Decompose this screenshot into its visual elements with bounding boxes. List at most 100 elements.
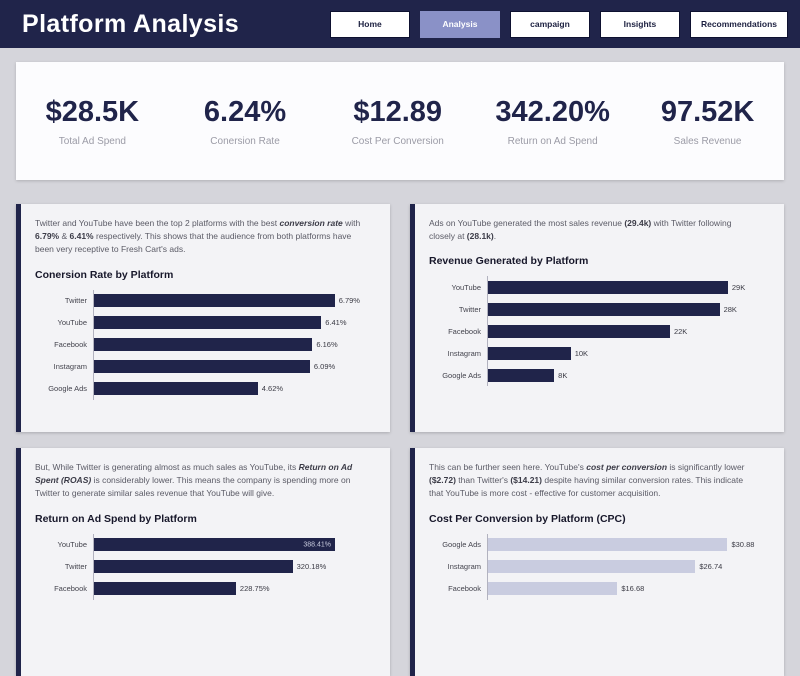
kpi-label: Sales Revenue — [673, 135, 742, 147]
bar-row: Facebook $16.68 — [429, 577, 770, 600]
revenue-bar-chart: YouTube 29K Twitter 28K Facebook 22K Instagram… — [429, 276, 770, 387]
value-label: 28K — [723, 304, 737, 314]
bar-track: 320.18% — [93, 555, 376, 578]
bar — [94, 360, 310, 374]
nav-button-insights[interactable]: Insights — [599, 10, 680, 38]
chart-title: Conersion Rate by Platform — [35, 268, 174, 281]
insight-text: But, While Twitter is generating almost … — [35, 461, 362, 501]
value-label: 388.41% — [303, 541, 331, 549]
bar-track: 6.41% — [93, 311, 376, 334]
text-segment: This can be further seen here. YouTube's — [429, 462, 587, 472]
text-segment: Twitter and YouTube have been the top 2 … — [35, 218, 280, 228]
bar — [488, 538, 728, 552]
value-label: 6.41% — [325, 318, 347, 328]
bar-track: 6.09% — [93, 355, 376, 378]
kpi-value: 342.20% — [495, 95, 610, 128]
cpc-bar-chart: Google Ads $30.88 Instagram $26.74 Facebook $… — [429, 533, 770, 600]
category-label: YouTube — [57, 318, 87, 328]
kpi-conversion-rate: 6.24% Conersion Rate — [190, 96, 300, 147]
roas-bar-chart: YouTube 388.41% Twitter 320.18% Facebook 228.… — [35, 533, 376, 600]
value-label: 228.75% — [239, 584, 270, 594]
bar-track: 228.75% — [93, 577, 376, 600]
text-segment: 6.41% — [69, 231, 94, 242]
panel-roas: But, While Twitter is generating almost … — [16, 448, 390, 676]
bar-track: 388.41% — [93, 533, 376, 556]
category-label: Facebook — [54, 584, 87, 594]
text-segment: & — [59, 231, 70, 242]
value-label: 4.62% — [261, 384, 284, 394]
bar-row: Google Ads 8K — [429, 364, 770, 387]
insight-text: Ads on YouTube generated the most sales … — [429, 217, 756, 243]
kpi-card: $28.5K Total Ad Spend 6.24% Conersion Ra… — [16, 62, 784, 180]
bar: 388.41% — [94, 538, 335, 552]
kpi-value: 6.24% — [203, 95, 287, 128]
bar-row: Google Ads $30.88 — [429, 533, 770, 556]
nav-button-recommendations[interactable]: Recommendations — [689, 10, 788, 38]
insight-text: This can be further seen here. YouTube's… — [429, 461, 756, 501]
text-segment: is considerably lower. This means the co… — [35, 475, 351, 499]
category-label: Google Ads — [48, 384, 87, 394]
panel-revenue: Ads on YouTube generated the most sales … — [410, 204, 784, 432]
bar-track: $30.88 — [487, 533, 770, 556]
text-segment: Return on Ad Spent (ROAS) — [35, 462, 353, 486]
value-label: 8K — [558, 370, 568, 380]
bar-track: $26.74 — [487, 555, 770, 578]
bar-track: 8K — [487, 364, 770, 387]
nav-button-campaign[interactable]: campaign — [509, 10, 590, 38]
text-segment: 6.79% — [35, 231, 60, 242]
category-label: Twitter — [64, 562, 87, 572]
panels-grid: Twitter and YouTube have been the top 2 … — [16, 204, 784, 676]
kpi-label: Total Ad Spend — [58, 135, 126, 147]
kpi-label: Cost Per Conversion — [351, 135, 444, 147]
text-segment: Ads on YouTube generated the most sales … — [429, 218, 625, 228]
kpi-value: $12.89 — [353, 95, 443, 128]
text-segment: cost per conversion — [586, 462, 668, 472]
category-label: Google Ads — [442, 540, 481, 550]
kpi-sales-revenue: 97.52K Sales Revenue — [653, 96, 763, 147]
bar-row: Twitter 320.18% — [35, 555, 376, 578]
text-segment: conversion rate — [279, 218, 343, 228]
chart-title: Return on Ad Spend by Platform — [35, 512, 197, 525]
bar-track: 29K — [487, 276, 770, 299]
kpi-return-on-ad-spend: 342.20% Return on Ad Spend — [495, 96, 610, 147]
category-label: Instagram — [447, 562, 481, 572]
bar-row: Google Ads 4.62% — [35, 377, 376, 400]
bar — [488, 302, 720, 316]
bar — [94, 560, 293, 574]
bar-track: 6.79% — [93, 289, 376, 312]
text-segment: ($2.72) — [429, 475, 456, 486]
bar-row: Instagram 10K — [429, 342, 770, 365]
bar — [488, 280, 728, 294]
bar — [488, 324, 670, 338]
insight-text: Twitter and YouTube have been the top 2 … — [35, 217, 362, 257]
bar-row: Facebook 6.16% — [35, 333, 376, 356]
bar-row: Facebook 228.75% — [35, 577, 376, 600]
kpi-value: 97.52K — [660, 95, 755, 128]
nav-button-analysis[interactable]: Analysis — [419, 10, 500, 38]
bar — [94, 382, 258, 396]
conversion-rate-bar-chart: Twitter 6.79% YouTube 6.41% Facebook 6.16% Ins… — [35, 289, 376, 400]
bar — [488, 368, 555, 382]
bar-track: $16.68 — [487, 577, 770, 600]
nav-button-home[interactable]: Home — [329, 10, 410, 38]
category-label: YouTube — [451, 282, 481, 292]
bar-row: YouTube 388.41% — [35, 533, 376, 556]
text-segment: than Twitter's — [455, 475, 511, 486]
bar-track: 4.62% — [93, 377, 376, 400]
bar-row: Facebook 22K — [429, 320, 770, 343]
chart-title: Cost Per Conversion by Platform (CPC) — [429, 512, 626, 525]
category-label: Google Ads — [442, 370, 481, 380]
kpi-cost-per-conversion: $12.89 Cost Per Conversion — [343, 96, 453, 147]
kpi-label: Return on Ad Spend — [507, 135, 598, 147]
category-label: Instagram — [447, 348, 481, 358]
bar-track: 10K — [487, 342, 770, 365]
value-label: 6.09% — [313, 362, 336, 372]
category-label: YouTube — [57, 540, 87, 550]
text-segment: . — [493, 231, 497, 242]
text-segment: is significantly lower — [667, 462, 745, 472]
text-segment: But, While Twitter is generating almost … — [35, 462, 299, 472]
kpi-value: $28.5K — [45, 95, 140, 128]
panel-conversion-rate: Twitter and YouTube have been the top 2 … — [16, 204, 390, 432]
bar — [94, 316, 322, 330]
kpi-total-ad-spend: $28.5K Total Ad Spend — [37, 96, 147, 147]
